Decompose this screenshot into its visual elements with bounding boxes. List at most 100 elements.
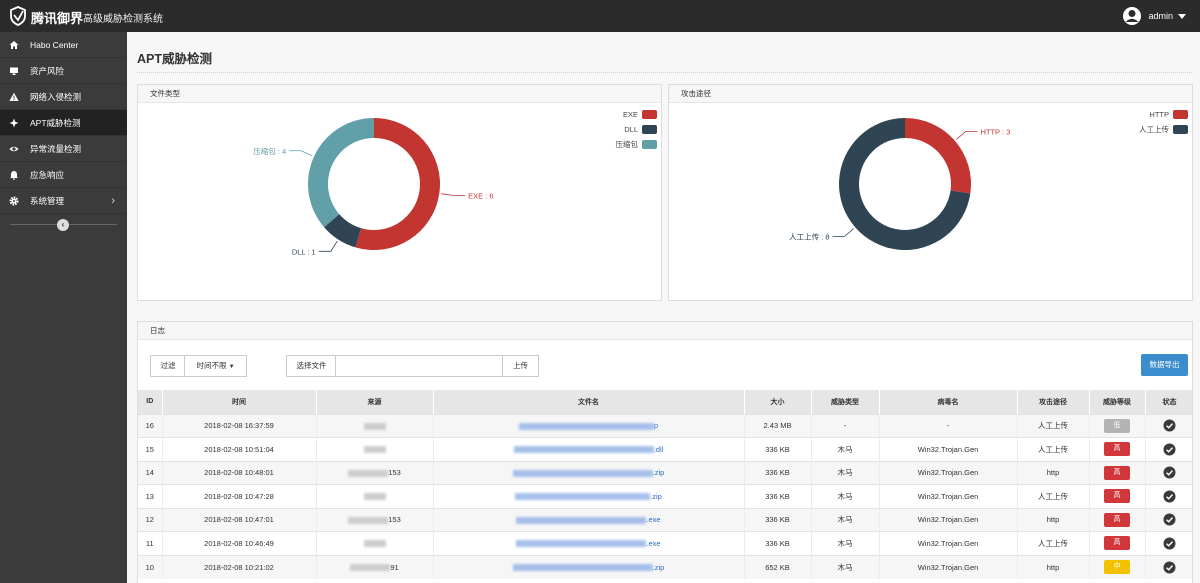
row-attack-path: http bbox=[1017, 554, 1090, 579]
slice-label: 人工上传 : 8 bbox=[789, 231, 829, 241]
row-filename[interactable]: .exe bbox=[433, 507, 745, 532]
row-filename[interactable]: .zip bbox=[433, 484, 745, 508]
user-avatar-icon bbox=[1123, 7, 1142, 25]
row-attack-path: 人工上传 bbox=[1017, 413, 1090, 438]
row-status[interactable] bbox=[1145, 484, 1192, 508]
collapse-sidebar-button[interactable]: ‹ bbox=[57, 219, 69, 231]
legend-item[interactable]: 人工上传 bbox=[1139, 122, 1188, 137]
table-row[interactable]: 11 2018-02-08 10:46:49 .exe 336 KB 木马 Win32.T… bbox=[138, 531, 1192, 555]
column-header[interactable]: 来源 bbox=[316, 390, 434, 414]
user-name: admin bbox=[1148, 11, 1173, 21]
row-attack-path: 人工上传 bbox=[1017, 531, 1090, 555]
table-row[interactable]: 15 2018-02-08 10:51:04 .dll 336 KB 木马 Win32.T… bbox=[138, 437, 1192, 461]
sidebar-item-habo-center[interactable]: Habo Center bbox=[0, 32, 127, 58]
legend-label: HTTP bbox=[1149, 110, 1169, 119]
filter-label: 过滤 bbox=[150, 355, 185, 377]
redacted-filename bbox=[513, 446, 654, 454]
legend-item[interactable]: HTTP bbox=[1139, 107, 1188, 122]
table-row[interactable]: 13 2018-02-08 10:47:28 .zip 336 KB 木马 Win32.T… bbox=[138, 484, 1192, 508]
row-threat-level: 高 bbox=[1089, 531, 1146, 555]
column-header[interactable]: 状态 bbox=[1145, 390, 1192, 414]
threat-level-badge: 高 bbox=[1104, 442, 1130, 457]
sidebar-item-emergency-response[interactable]: 应急响应 bbox=[0, 162, 127, 188]
table-row[interactable]: 16 2018-02-08 16:37:59 p 2.43 MB - - 人工上传低 bbox=[138, 413, 1192, 438]
file-type-panel: 文件类型 EXE : 6 DLL : 1 压缩包 : 4 EXE DLL 压缩包 bbox=[137, 84, 662, 301]
column-header[interactable]: 威胁等级 bbox=[1089, 390, 1146, 414]
row-status[interactable] bbox=[1145, 413, 1192, 438]
check-circle-icon bbox=[1163, 513, 1176, 526]
row-size: 652 KB bbox=[744, 554, 812, 579]
top-bar: 腾讯御界 高级威胁检测系统 admin bbox=[0, 0, 1200, 32]
threat-level-badge: 高 bbox=[1104, 536, 1130, 551]
column-header[interactable]: 威胁类型 bbox=[811, 390, 880, 414]
table-row[interactable]: 14 2018-02-08 10:48:01 153 .zip 336 KB 木马 Win3… bbox=[138, 460, 1192, 485]
legend-label: DLL bbox=[624, 125, 638, 134]
donut-slice-HTTP[interactable] bbox=[905, 118, 971, 194]
column-header[interactable]: ID bbox=[138, 390, 163, 414]
row-attack-path: http bbox=[1017, 460, 1090, 485]
row-status[interactable] bbox=[1145, 460, 1192, 485]
row-filename[interactable]: .zip bbox=[433, 554, 745, 579]
donut-slice-DLL[interactable] bbox=[324, 214, 362, 248]
donut-slice-EXE[interactable] bbox=[355, 118, 441, 251]
row-id: 10 bbox=[138, 554, 163, 579]
column-header[interactable]: 攻击途径 bbox=[1017, 390, 1090, 414]
row-id: 12 bbox=[138, 507, 163, 532]
sidebar-item-network-intrusion[interactable]: 网络入侵检测 bbox=[0, 84, 127, 110]
column-header[interactable]: 文件名 bbox=[433, 390, 745, 414]
file-type-donut-chart: EXE : 6 DLL : 1 压缩包 : 4 bbox=[253, 118, 494, 256]
sidebar-item-label: 系统管理 bbox=[30, 196, 65, 206]
source-tail: 91 bbox=[390, 562, 399, 572]
table-row[interactable]: 10 2018-02-08 10:21:02 91 .zip 652 KB 木马 Win32… bbox=[138, 554, 1192, 579]
column-header[interactable]: 病毒名 bbox=[879, 390, 1018, 414]
sidebar-item-apt-detection[interactable]: APT威胁检测 bbox=[0, 110, 127, 136]
row-status[interactable] bbox=[1145, 437, 1192, 461]
row-virus-name: Win32.Trojan.Gen bbox=[879, 554, 1018, 579]
row-filename[interactable]: .dll bbox=[433, 437, 745, 461]
sidebar-item-label: 应急响应 bbox=[30, 170, 65, 180]
sidebar-item-asset-risk[interactable]: 资产风险 bbox=[0, 58, 127, 84]
row-status[interactable] bbox=[1145, 531, 1192, 555]
caret-down-icon: ▼ bbox=[228, 364, 235, 370]
user-menu[interactable]: admin bbox=[1122, 6, 1186, 26]
row-virus-name: Win32.Trojan.Gen bbox=[879, 484, 1018, 508]
file-path-input[interactable] bbox=[335, 355, 503, 377]
legend-item[interactable]: 压缩包 bbox=[616, 137, 657, 152]
row-attack-path: 人工上传 bbox=[1017, 484, 1090, 508]
export-data-button[interactable]: 数据导出 bbox=[1141, 354, 1188, 376]
legend-item[interactable]: DLL bbox=[616, 122, 657, 137]
row-filename[interactable]: p bbox=[433, 413, 745, 438]
donut-slice-压缩包[interactable] bbox=[308, 118, 374, 228]
redacted-filename bbox=[516, 540, 647, 548]
sidebar-item-system-management[interactable]: 系统管理 › bbox=[0, 188, 127, 214]
home-icon bbox=[9, 41, 19, 49]
column-header[interactable]: 时间 bbox=[162, 390, 317, 414]
row-filename[interactable]: .exe bbox=[433, 531, 745, 555]
slice-label: DLL : 1 bbox=[292, 247, 316, 256]
row-id: 15 bbox=[138, 437, 163, 461]
warning-icon bbox=[9, 92, 19, 101]
sidebar-item-label: Habo Center bbox=[30, 40, 79, 50]
row-threat-level: 高 bbox=[1089, 484, 1146, 508]
table-row[interactable]: 12 2018-02-08 10:47:01 153 .exe 336 KB 木马 Win3… bbox=[138, 507, 1192, 532]
row-id: 13 bbox=[138, 484, 163, 508]
time-filter-select[interactable]: 时间不限 ▼ bbox=[184, 355, 247, 377]
redacted-filename bbox=[512, 564, 653, 572]
main-content: APT威胁检测 文件类型 EXE : 6 DLL : 1 压缩包 : 4 EXE DL… bbox=[127, 32, 1200, 583]
upload-button[interactable]: 上传 bbox=[502, 355, 539, 377]
row-status[interactable] bbox=[1145, 554, 1192, 579]
row-filename[interactable]: .zip bbox=[433, 460, 745, 485]
legend-item[interactable]: EXE bbox=[616, 107, 657, 122]
column-header[interactable]: 大小 bbox=[744, 390, 812, 414]
shield-logo-icon bbox=[10, 6, 26, 26]
row-status[interactable] bbox=[1145, 507, 1192, 532]
redacted-filename bbox=[515, 493, 651, 501]
source-tail: 153 bbox=[388, 468, 401, 478]
slice-leader-line bbox=[832, 228, 854, 237]
sidebar-item-label: 异常流量检测 bbox=[30, 144, 82, 154]
donut-slice-人工上传[interactable] bbox=[839, 118, 971, 250]
threat-level-badge: 高 bbox=[1104, 465, 1130, 480]
row-source: 91 bbox=[316, 554, 434, 579]
log-panel: 日志 过滤 时间不限 ▼ 选择文件 上传 数据导出 ID 时间 来源 文件名 bbox=[137, 321, 1193, 583]
sidebar-item-abnormal-traffic[interactable]: 异常流量检测 bbox=[0, 136, 127, 162]
